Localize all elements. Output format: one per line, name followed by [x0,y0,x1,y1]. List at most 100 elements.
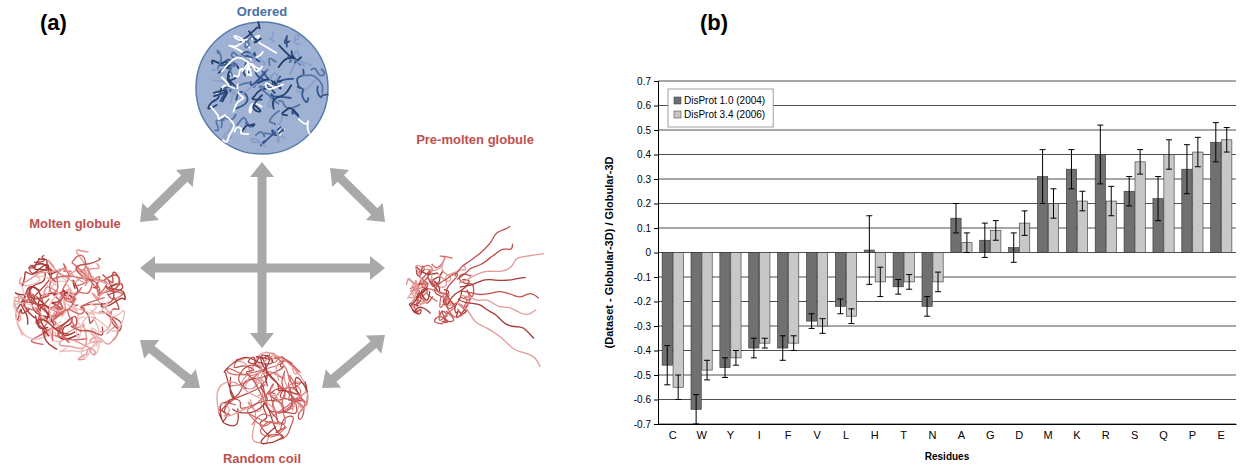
protein-shell [196,22,328,154]
tick: -0.6 [634,394,658,405]
arrow [322,335,385,388]
tick-label: -0.5 [634,370,652,381]
bar [1222,140,1232,253]
bar [1135,162,1145,253]
bar [835,253,845,307]
tick-mark [654,106,658,107]
tick-mark [654,253,658,254]
arrows [140,162,385,388]
tick-label: -0.4 [634,345,652,356]
error-bar [982,223,988,257]
error-bar [1040,150,1046,204]
strand [297,79,317,93]
strand [413,307,430,314]
figure: OrderedMolten globulePre-molten globuleR… [0,0,1248,471]
tick: -0.1 [634,272,658,283]
tick-label: -0.3 [634,321,652,332]
strand [76,258,100,288]
error-bar [1051,189,1057,218]
error-bar [1224,128,1230,153]
strand [217,382,277,416]
strand [101,284,125,307]
legend-swatch [674,97,681,104]
tick-label: W [696,429,707,441]
strand [19,269,86,284]
grid-line [658,350,1236,351]
tick-label: V [813,429,821,441]
tick-mark [654,351,658,352]
tick: F [785,424,792,441]
strand [211,107,226,120]
arrow [140,256,385,280]
strand [273,85,291,108]
grid-line [658,154,1236,155]
strand [261,127,280,145]
strand-tail [459,254,544,283]
tick: K [1073,424,1081,441]
tick-label: 0.5 [637,125,651,136]
tick: M [1043,424,1052,441]
error-bar [964,233,970,253]
tick-mark [654,302,658,303]
grid-line [658,179,1236,180]
strand [68,298,105,332]
structure-ordered [196,22,328,154]
error-bar [664,346,670,385]
error-bar [877,267,883,296]
tick: -0.5 [634,370,658,381]
node-label: Molten globule [29,216,121,231]
series [662,142,1221,409]
strand [27,292,49,308]
error-bar [1213,123,1219,162]
tick-label: S [1131,429,1138,441]
error-bar [848,309,854,324]
tick: 0.6 [637,100,658,111]
error-bar [791,336,797,351]
strand [224,385,292,412]
tick-mark [654,326,658,327]
bar [760,253,770,344]
strand [223,117,234,142]
tick-label: -0.2 [634,296,652,307]
error-bar [1108,186,1114,215]
strand [274,130,279,142]
tick: 0.2 [637,198,658,209]
tick-label: P [1189,429,1196,441]
bar [806,253,816,322]
tick-label: 0.6 [637,100,651,111]
grid-line [658,301,1236,302]
strand [270,111,279,124]
error-bar [935,272,941,292]
strand [270,32,274,42]
tick-mark [654,130,658,131]
diagram-panel: OrderedMolten globulePre-molten globuleR… [14,4,544,466]
panel-label: (b) [700,10,728,35]
tick-label: 0.7 [637,76,651,87]
strand [299,119,310,134]
error-bar [1195,137,1201,166]
tick-label: E [1218,429,1225,441]
node-label: Ordered [237,4,288,19]
strand [15,297,61,340]
legend-swatch [674,111,681,118]
grid-line [658,424,1236,425]
tick-label: M [1043,429,1052,441]
grid [658,81,1236,424]
strand [269,58,276,65]
tick-label: -0.1 [634,272,652,283]
error-bar [1126,177,1132,206]
strand [217,50,221,68]
strand [302,75,323,93]
tick-label: T [900,429,907,441]
bar [691,253,701,410]
chart-panel: (b)-0.7-0.6-0.5-0.4-0.3-0.2-0.100.10.20.… [603,10,1237,462]
tick-label: Y [727,429,735,441]
error-bar [820,319,826,334]
tick-label: C [669,429,677,441]
tick: R [1102,424,1110,441]
tick-mark [654,400,658,401]
strand [279,45,294,67]
tick-label: A [958,429,966,441]
strand [23,265,58,286]
tick: 0.3 [637,174,658,185]
